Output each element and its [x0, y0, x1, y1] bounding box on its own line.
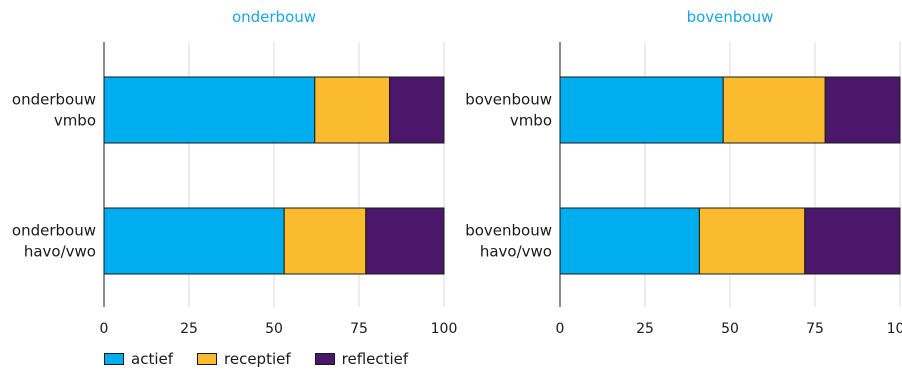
legend-label-receptief: receptief [224, 350, 291, 368]
legend-label-reflectief: reflectief [341, 350, 409, 368]
legend-label-actief: actief [131, 350, 173, 368]
category-label: onderbouw [12, 222, 96, 240]
panel-title: onderbouw [232, 8, 316, 26]
x-tick-label: 0 [100, 321, 109, 337]
x-tick-label: 100 [887, 321, 902, 337]
category-label: bovenbouw [465, 91, 552, 109]
bar-segment-actief [103, 207, 285, 275]
x-tick-label: 75 [806, 321, 824, 337]
panel-title: bovenbouw [687, 8, 774, 26]
legend-swatch-reflectief [314, 353, 335, 365]
bar-segment-receptief [314, 76, 391, 144]
category-label: vmbo [510, 112, 552, 130]
category-label: onderbouw [12, 91, 96, 109]
legend-item-reflectief: reflectief [314, 350, 409, 368]
legend-swatch-actief [104, 353, 124, 365]
x-tick-label: 75 [350, 321, 368, 337]
x-tick-label: 50 [265, 321, 283, 337]
x-tick-label: 25 [180, 321, 198, 337]
x-tick-label: 100 [431, 321, 458, 337]
category-label: bovenbouw [465, 222, 552, 240]
category-label: havo/vwo [24, 243, 96, 261]
bar-segment-actief [559, 207, 700, 275]
bar-segment-actief [559, 76, 724, 144]
bar-segment-actief [103, 76, 316, 144]
bar-segment-receptief [283, 207, 367, 275]
legend-item-actief: actief [104, 350, 173, 368]
x-tick-label: 25 [636, 321, 654, 337]
category-label: vmbo [54, 112, 96, 130]
category-label: havo/vwo [480, 243, 552, 261]
bar-segment-receptief [698, 207, 806, 275]
legend-swatch-receptief [197, 353, 217, 365]
bar-segment-reflectief [365, 207, 445, 275]
legend-item-receptief: receptief [197, 350, 291, 368]
x-tick-label: 50 [721, 321, 739, 337]
x-tick-label: 0 [556, 321, 565, 337]
bar-segment-receptief [722, 76, 826, 144]
legend: actief receptief reflectief [104, 350, 432, 368]
bar-segment-reflectief [824, 76, 901, 144]
bar-segment-reflectief [389, 76, 445, 144]
bar-segment-reflectief [804, 207, 901, 275]
